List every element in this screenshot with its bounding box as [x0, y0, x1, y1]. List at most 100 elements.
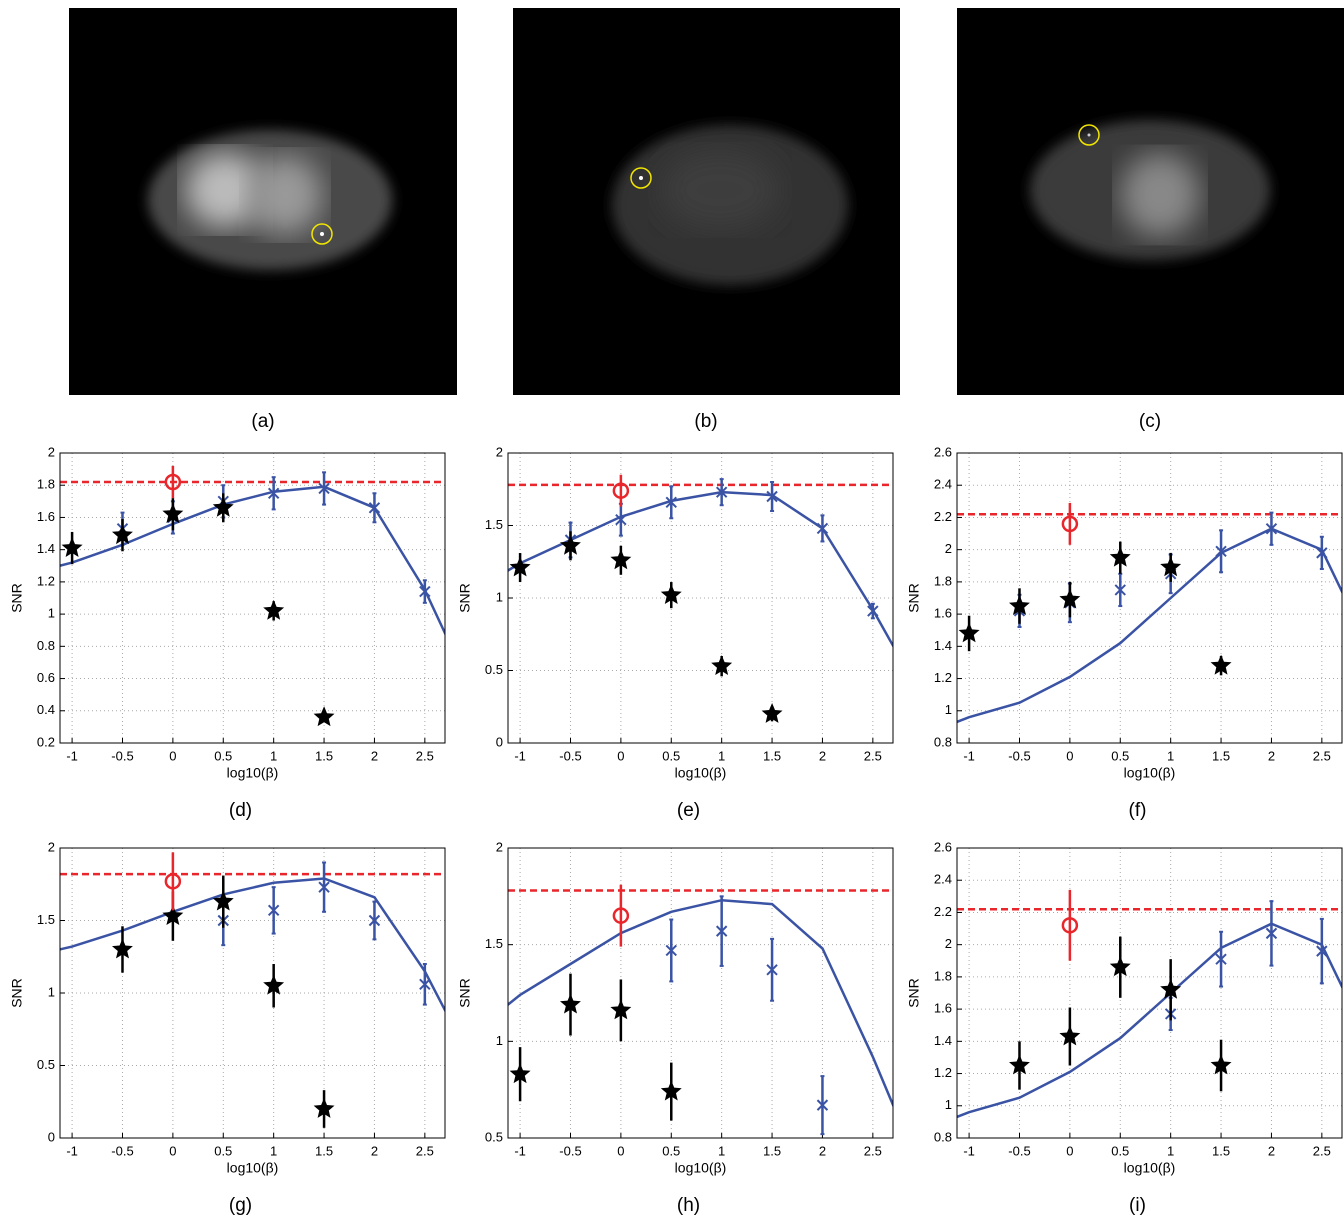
x-tick-label: 0 [169, 1143, 176, 1158]
y-tick-label: 1.5 [485, 936, 503, 951]
y-tick-label: 1.2 [934, 670, 952, 685]
scan-image [513, 8, 900, 395]
x-tick-label: 1 [1167, 748, 1174, 763]
y-tick-label: 1.8 [37, 477, 55, 492]
x-tick-label: -0.5 [111, 1143, 133, 1158]
y-axis-label: SNR [906, 978, 922, 1008]
y-tick-label: 0.5 [485, 662, 503, 677]
x-axis-label: log10(β) [1124, 765, 1176, 781]
x-tick-label: 2 [371, 1143, 378, 1158]
chart-caption: (i) [1129, 1195, 1146, 1216]
y-tick-label: 0.6 [37, 670, 55, 685]
x-tick-label: -1 [66, 1143, 78, 1158]
y-axis-label: SNR [906, 583, 922, 613]
y-tick-label: 0.5 [485, 1129, 503, 1144]
y-axis-label: SNR [457, 583, 473, 613]
x-tick-label: 1 [718, 1143, 725, 1158]
image-caption: (c) [1139, 411, 1161, 432]
x-tick-label: 1 [270, 748, 277, 763]
image-caption: (b) [694, 411, 717, 432]
x-axis-label: log10(β) [227, 765, 279, 781]
y-tick-label: 0.4 [37, 702, 55, 717]
chart-caption: (d) [229, 800, 252, 821]
x-tick-label: 1.5 [315, 1143, 333, 1158]
x-tick-label: 2.5 [1313, 748, 1331, 763]
x-tick-label: 0.5 [662, 1143, 680, 1158]
y-tick-label: 1 [496, 589, 503, 604]
x-axis-label: log10(β) [1124, 1160, 1176, 1176]
y-axis-label: SNR [9, 978, 25, 1008]
y-tick-label: 2.6 [934, 444, 952, 459]
y-tick-label: 2.6 [934, 839, 952, 854]
y-tick-label: 2 [48, 444, 55, 459]
chart: -1-0.500.511.522.50.811.21.41.61.822.22.… [906, 839, 1344, 1216]
y-tick-label: 1.6 [934, 606, 952, 621]
y-tick-label: 0.5 [37, 1057, 55, 1072]
y-tick-label: 2.2 [934, 904, 952, 919]
x-tick-label: -0.5 [1008, 1143, 1030, 1158]
x-tick-label: 2.5 [864, 748, 882, 763]
x-tick-label: 1.5 [1212, 748, 1230, 763]
y-tick-label: 1 [48, 606, 55, 621]
y-tick-label: 0 [496, 734, 503, 749]
x-tick-label: 0 [169, 748, 176, 763]
x-tick-label: -0.5 [111, 748, 133, 763]
y-tick-label: 1.4 [37, 541, 55, 556]
x-tick-label: 2.5 [416, 1143, 434, 1158]
x-tick-label: 0.5 [214, 748, 232, 763]
x-tick-label: 2.5 [416, 748, 434, 763]
y-tick-label: 2 [945, 936, 952, 951]
x-axis-label: log10(β) [675, 765, 727, 781]
y-tick-label: 1.6 [934, 1001, 952, 1016]
chart-caption: (e) [677, 800, 700, 821]
y-tick-label: 1 [48, 984, 55, 999]
y-tick-label: 1.2 [37, 573, 55, 588]
y-tick-label: 1.6 [37, 509, 55, 524]
y-tick-label: 0 [48, 1129, 55, 1144]
x-tick-label: -0.5 [559, 748, 581, 763]
x-tick-label: -1 [514, 1143, 526, 1158]
x-tick-label: 2 [819, 1143, 826, 1158]
x-tick-label: 0.5 [662, 748, 680, 763]
x-tick-label: -1 [66, 748, 78, 763]
y-tick-label: 2 [48, 839, 55, 854]
x-tick-label: 0 [1066, 1143, 1073, 1158]
y-tick-label: 2 [496, 839, 503, 854]
x-tick-label: 2 [1268, 1143, 1275, 1158]
x-tick-label: 2 [819, 748, 826, 763]
x-tick-label: 2 [1268, 748, 1275, 763]
y-tick-label: 1.8 [934, 573, 952, 588]
x-tick-label: 2.5 [864, 1143, 882, 1158]
plot-area [957, 453, 1342, 743]
x-tick-label: 0.5 [1111, 748, 1129, 763]
y-tick-label: 1.8 [934, 968, 952, 983]
y-tick-label: 1 [945, 1097, 952, 1112]
y-tick-label: 0.2 [37, 734, 55, 749]
x-tick-label: 0.5 [1111, 1143, 1129, 1158]
x-tick-label: 1.5 [763, 1143, 781, 1158]
x-tick-label: 0.5 [214, 1143, 232, 1158]
y-tick-label: 2.2 [934, 509, 952, 524]
scan-image [69, 8, 457, 395]
x-axis-label: log10(β) [227, 1160, 279, 1176]
y-tick-label: 0.8 [934, 734, 952, 749]
x-tick-label: 2 [371, 748, 378, 763]
x-tick-label: 1 [270, 1143, 277, 1158]
x-tick-label: 1 [1167, 1143, 1174, 1158]
image-caption: (a) [251, 411, 274, 432]
chart: -1-0.500.511.522.500.511.52log10(β)SNR(g… [9, 839, 475, 1216]
chart-caption: (f) [1129, 800, 1147, 821]
y-axis-label: SNR [457, 978, 473, 1008]
scan-image [957, 8, 1344, 395]
x-tick-label: -1 [514, 748, 526, 763]
chart: -1-0.500.511.522.50.511.52log10(β)SNR(h) [457, 839, 923, 1216]
x-tick-label: 0 [1066, 748, 1073, 763]
x-tick-label: 1.5 [763, 748, 781, 763]
chart-caption: (g) [229, 1195, 252, 1216]
y-tick-label: 2 [945, 541, 952, 556]
x-tick-label: 1.5 [1212, 1143, 1230, 1158]
x-axis-label: log10(β) [675, 1160, 727, 1176]
y-tick-label: 1 [496, 1033, 503, 1048]
